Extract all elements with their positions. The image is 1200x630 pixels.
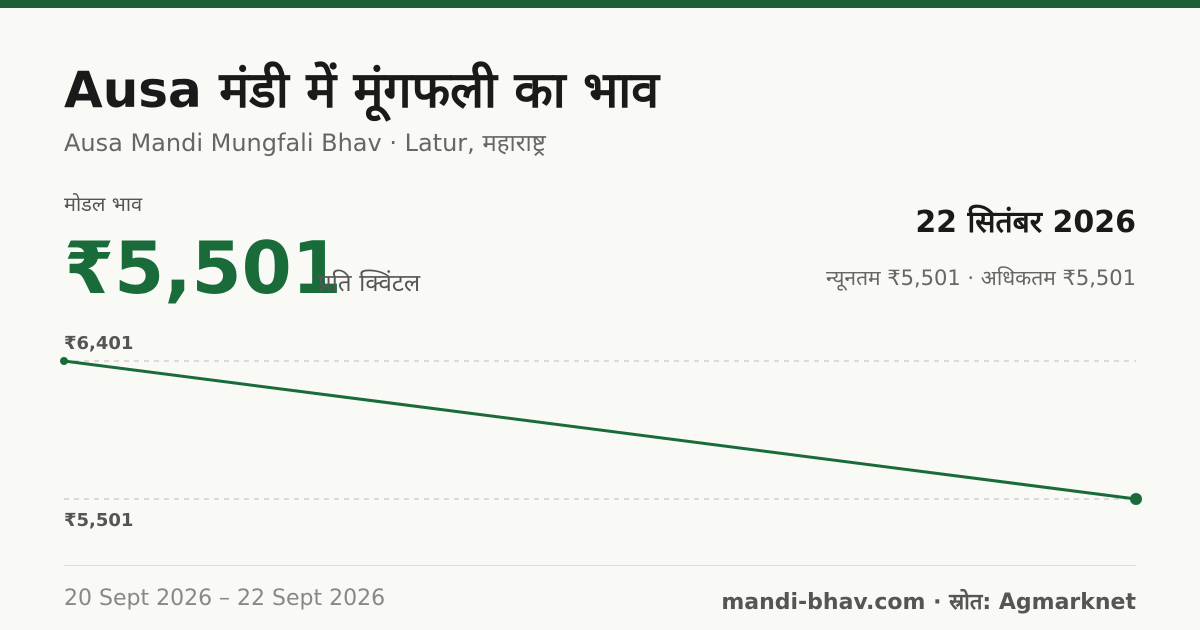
y-tick-label: ₹5,501 xyxy=(64,510,133,531)
point xyxy=(1130,493,1142,505)
point xyxy=(60,357,68,365)
footer-source: mandi-bhav.com · स्रोत: Agmarknet xyxy=(721,590,1136,615)
price-label: मोडल भाव xyxy=(64,192,143,216)
price-value: ₹5,501 xyxy=(64,226,342,310)
divider xyxy=(64,565,1136,566)
line xyxy=(63,359,1137,501)
title: Ausa मंडी में मूंगफली का भाव xyxy=(64,61,660,119)
price-unit: प्रति क्विंटल xyxy=(318,269,421,297)
subtitle: Ausa Mandi Mungfali Bhav · Latur, महाराष… xyxy=(64,129,546,157)
top-bar xyxy=(0,0,1200,8)
y-tick-label: ₹6,401 xyxy=(64,333,133,354)
price-date: 22 सितंबर 2026 xyxy=(915,205,1136,240)
chart: ₹6,401 ₹5,501 xyxy=(60,333,1142,531)
footer-dates: 20 Sept 2026 – 22 Sept 2026 xyxy=(64,586,386,611)
price-range: न्यूनतम ₹5,501 · अधिकतम ₹5,501 xyxy=(826,266,1136,290)
